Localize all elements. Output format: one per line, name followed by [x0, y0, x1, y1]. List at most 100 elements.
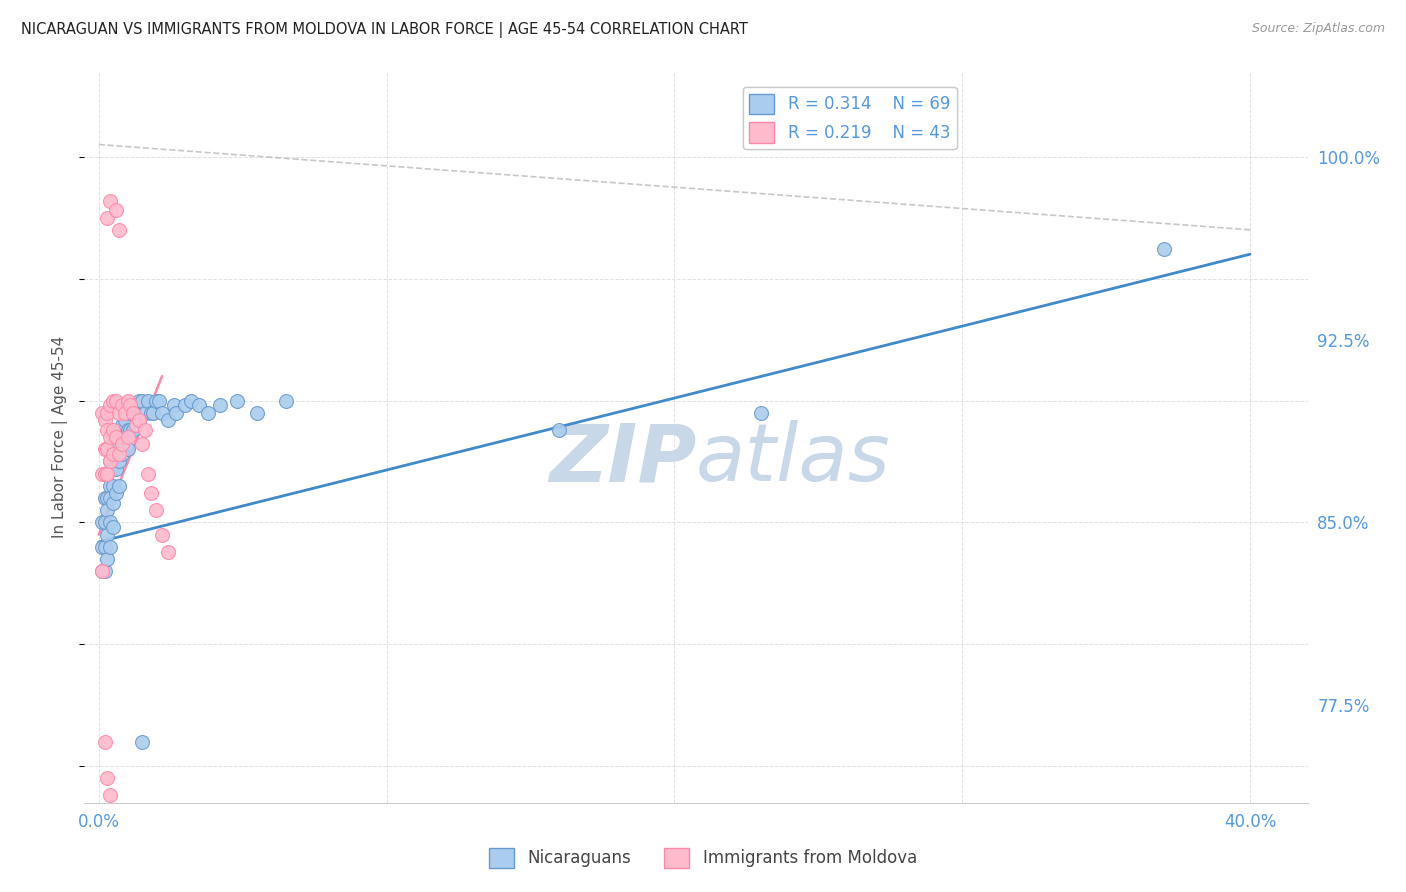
Point: [136, 393, 159, 408]
Point: [246, 406, 269, 420]
Point: [150, 527, 173, 541]
Point: [114, 413, 136, 427]
Point: [96, 552, 118, 566]
Point: [105, 203, 128, 218]
Point: [548, 423, 571, 437]
Point: [98, 430, 121, 444]
Point: [90, 564, 112, 578]
Point: [148, 393, 170, 408]
Point: [145, 393, 167, 408]
Point: [93, 442, 115, 457]
Point: [131, 393, 153, 408]
Point: [208, 398, 231, 412]
Point: [98, 454, 121, 468]
Point: [749, 406, 772, 420]
Point: [162, 398, 184, 412]
Point: [96, 772, 118, 786]
Point: [120, 398, 142, 412]
Point: [96, 491, 118, 505]
Point: [125, 417, 148, 432]
Point: [117, 430, 139, 444]
Point: [156, 413, 179, 427]
Point: [108, 447, 131, 461]
Point: [96, 503, 118, 517]
Point: [98, 789, 121, 803]
Point: [90, 406, 112, 420]
Y-axis label: In Labor Force | Age 45-54: In Labor Force | Age 45-54: [52, 336, 69, 538]
Point: [117, 393, 139, 408]
Point: [105, 430, 128, 444]
Point: [101, 447, 124, 461]
Point: [156, 544, 179, 558]
Point: [105, 427, 128, 442]
Point: [90, 540, 112, 554]
Point: [96, 211, 118, 225]
Point: [197, 406, 219, 420]
Point: [111, 447, 134, 461]
Point: [98, 491, 121, 505]
Legend: Nicaraguans, Immigrants from Moldova: Nicaraguans, Immigrants from Moldova: [482, 841, 924, 875]
Point: [96, 406, 118, 420]
Point: [98, 194, 121, 208]
Point: [122, 423, 145, 437]
Point: [128, 413, 150, 427]
Point: [139, 406, 162, 420]
Legend: R = 0.314    N = 69, R = 0.219    N = 43: R = 0.314 N = 69, R = 0.219 N = 43: [742, 87, 956, 149]
Point: [108, 437, 131, 451]
Point: [128, 393, 150, 408]
Point: [108, 406, 131, 420]
Point: [108, 454, 131, 468]
Point: [120, 406, 142, 420]
Point: [93, 491, 115, 505]
Point: [131, 735, 153, 749]
Point: [98, 516, 121, 530]
Point: [105, 393, 128, 408]
Point: [96, 467, 118, 481]
Point: [101, 437, 124, 451]
Point: [98, 398, 121, 412]
Point: [96, 442, 118, 457]
Point: [111, 417, 134, 432]
Point: [150, 406, 173, 420]
Point: [125, 417, 148, 432]
Point: [101, 496, 124, 510]
Point: [117, 442, 139, 457]
Point: [180, 393, 202, 408]
Point: [101, 479, 124, 493]
Point: [90, 467, 112, 481]
Point: [101, 462, 124, 476]
Point: [166, 406, 188, 420]
Point: [101, 423, 124, 437]
Point: [274, 393, 297, 408]
Point: [111, 437, 134, 451]
Point: [108, 479, 131, 493]
Point: [111, 430, 134, 444]
Point: [114, 430, 136, 444]
Point: [128, 413, 150, 427]
Point: [111, 398, 134, 412]
Point: [101, 393, 124, 408]
Point: [98, 454, 121, 468]
Point: [117, 406, 139, 420]
Point: [139, 486, 162, 500]
Point: [131, 437, 153, 451]
Text: ZIP: ZIP: [548, 420, 696, 498]
Point: [96, 423, 118, 437]
Text: NICARAGUAN VS IMMIGRANTS FROM MOLDOVA IN LABOR FORCE | AGE 45-54 CORRELATION CHA: NICARAGUAN VS IMMIGRANTS FROM MOLDOVA IN…: [21, 22, 748, 38]
Point: [105, 462, 128, 476]
Point: [105, 447, 128, 461]
Point: [93, 564, 115, 578]
Point: [122, 406, 145, 420]
Point: [108, 423, 131, 437]
Point: [108, 223, 131, 237]
Point: [188, 398, 211, 412]
Point: [145, 503, 167, 517]
Text: atlas: atlas: [696, 420, 891, 498]
Point: [105, 486, 128, 500]
Point: [93, 540, 115, 554]
Point: [136, 467, 159, 481]
Point: [122, 406, 145, 420]
Point: [101, 520, 124, 534]
Point: [225, 393, 247, 408]
Point: [114, 406, 136, 420]
